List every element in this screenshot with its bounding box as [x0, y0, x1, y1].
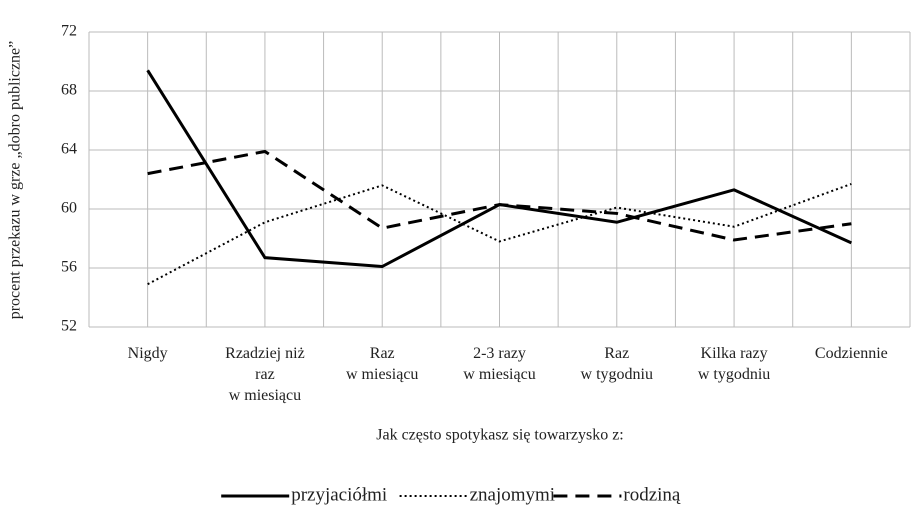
series-line	[147, 149, 852, 242]
legend-label: rodziną	[623, 484, 681, 505]
y-tick-label: 52	[61, 318, 77, 335]
y-axis-label: procent przekazu w grze „dobro publiczne…	[7, 41, 24, 320]
x-tick-label: Codziennie	[815, 345, 888, 362]
legend-label: znajomymi	[470, 484, 555, 505]
series-line	[147, 182, 852, 286]
x-tick-label: Raz w miesiącu	[346, 345, 418, 383]
y-tick-label: 68	[61, 82, 77, 99]
y-tick-label: 72	[61, 23, 77, 40]
x-tick-label: Raz w tygodniu	[581, 345, 653, 383]
y-tick-label: 64	[61, 141, 77, 158]
x-tick-label: Kilka razy w tygodniu	[698, 345, 770, 383]
x-tick-label: Rzadziej niż raz w miesiącu	[225, 345, 305, 404]
x-tick-label: Nigdy	[128, 345, 168, 362]
x-tick-label: 2-3 razy w miesiącu	[463, 345, 535, 383]
x-axis-label: Jak często spotykasz się towarzysko z:	[376, 427, 623, 444]
y-tick-label: 60	[61, 200, 77, 217]
legend-label: przyjaciółmi	[291, 484, 387, 505]
y-tick-label: 56	[61, 259, 77, 276]
